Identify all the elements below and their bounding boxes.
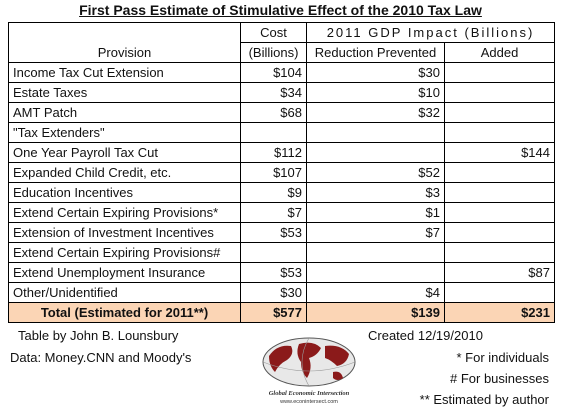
total-added: $231 [444, 302, 555, 323]
total-label: Total (Estimated for 2011**) [8, 302, 241, 323]
added-cell [444, 122, 555, 143]
cost-cell: $53 [240, 222, 307, 243]
total-reduction: $139 [306, 302, 445, 323]
header-row-2: (Billions) Reduction Prevented Added [9, 42, 555, 63]
globe-logo: Global Economic Intersection www.econint… [262, 337, 356, 405]
added-cell [444, 182, 555, 203]
provision-cell: Estate Taxes [8, 82, 241, 103]
provision-cell: Income Tax Cut Extension [8, 62, 241, 83]
cost-cell: $104 [240, 62, 307, 83]
reduction-cell [306, 142, 445, 163]
provision-cell: Extend Unemployment Insurance [8, 262, 241, 283]
added-header: Added [444, 42, 555, 63]
note-businesses: # For businesses [450, 371, 549, 386]
added-cell [444, 202, 555, 223]
provision-header: Provision [8, 22, 241, 63]
reduction-cell: $7 [306, 222, 445, 243]
table-row: Income Tax Cut Extension $104 $30 [8, 62, 555, 83]
added-cell: $144 [444, 142, 555, 163]
cost-cell: $68 [240, 102, 307, 123]
table-row: Extend Unemployment Insurance $53 $87 [8, 262, 555, 283]
cost-header: Cost [240, 22, 307, 43]
cost-cell: $7 [240, 202, 307, 223]
cost-cell: $34 [240, 82, 307, 103]
reduction-cell: $30 [306, 62, 445, 83]
reduction-cell: $3 [306, 182, 445, 203]
provision-cell: Expanded Child Credit, etc. [8, 162, 241, 183]
table-title: First Pass Estimate of Stimulative Effec… [79, 2, 482, 18]
logo-url: www.econintersect.com [279, 399, 338, 405]
gdp-impact-header: 2011 GDP Impact (Billions) [306, 22, 555, 43]
provision-cell: One Year Payroll Tax Cut [8, 142, 241, 163]
added-cell: $87 [444, 262, 555, 283]
table-row: Expanded Child Credit, etc. $107 $52 [8, 162, 555, 183]
cost-cell [240, 122, 307, 143]
cost-cell [240, 242, 307, 263]
header-row-1: Provision Cost 2011 GDP Impact (Billions… [8, 22, 555, 63]
provision-cell: Other/Unidentified [8, 282, 241, 303]
reduction-cell: $4 [306, 282, 445, 303]
added-cell [444, 242, 555, 263]
provision-cell: Extend Certain Expiring Provisions* [8, 202, 241, 223]
table-row: Estate Taxes $34 $10 [8, 82, 555, 103]
cost-units-header: (Billions) [240, 42, 307, 63]
note-individuals: * For individuals [456, 350, 550, 365]
reduction-cell: $1 [306, 202, 445, 223]
total-row: Total (Estimated for 2011**) $577 $139 $… [8, 302, 555, 323]
added-cell [444, 222, 555, 243]
added-cell [444, 282, 555, 303]
logo-name: Global Economic Intersection [269, 390, 350, 397]
table-row: Extension of Investment Incentives $53 $7 [8, 222, 555, 243]
provision-cell: Extension of Investment Incentives [8, 222, 241, 243]
table-row: "Tax Extenders" [8, 122, 555, 143]
reduction-cell [306, 262, 445, 283]
tax-law-table: Provision Cost 2011 GDP Impact (Billions… [8, 22, 555, 323]
provision-cell: Extend Certain Expiring Provisions# [8, 242, 241, 263]
reduction-cell: $32 [306, 102, 445, 123]
created-date: Created 12/19/2010 [368, 328, 483, 343]
added-cell [444, 82, 555, 103]
provision-cell: "Tax Extenders" [8, 122, 241, 143]
provision-cell: Education Incentives [8, 182, 241, 203]
cost-cell: $107 [240, 162, 307, 183]
cost-cell: $53 [240, 262, 307, 283]
reduction-header: Reduction Prevented [306, 42, 445, 63]
table-row: Education Incentives $9 $3 [8, 182, 555, 203]
added-cell [444, 102, 555, 123]
provision-cell: AMT Patch [8, 102, 241, 123]
table-row: AMT Patch $68 $32 [8, 102, 555, 123]
table-row: Other/Unidentified $30 $4 [8, 282, 555, 303]
cost-cell: $112 [240, 142, 307, 163]
reduction-cell: $10 [306, 82, 445, 103]
total-cost: $577 [240, 302, 307, 323]
cost-cell: $9 [240, 182, 307, 203]
table-row: Extend Certain Expiring Provisions# [8, 242, 555, 263]
reduction-cell [306, 242, 445, 263]
added-cell [444, 62, 555, 83]
added-cell [444, 162, 555, 183]
cost-cell: $30 [240, 282, 307, 303]
data-source: Data: Money.CNN and Moody's [10, 350, 192, 365]
reduction-cell [306, 122, 445, 143]
table-row: One Year Payroll Tax Cut $112 $144 [8, 142, 555, 163]
note-author: ** Estimated by author [419, 392, 549, 407]
reduction-cell: $52 [306, 162, 445, 183]
table-row: Extend Certain Expiring Provisions* $7 $1 [8, 202, 555, 223]
table-by-credit: Table by John B. Lounsbury [18, 328, 179, 343]
